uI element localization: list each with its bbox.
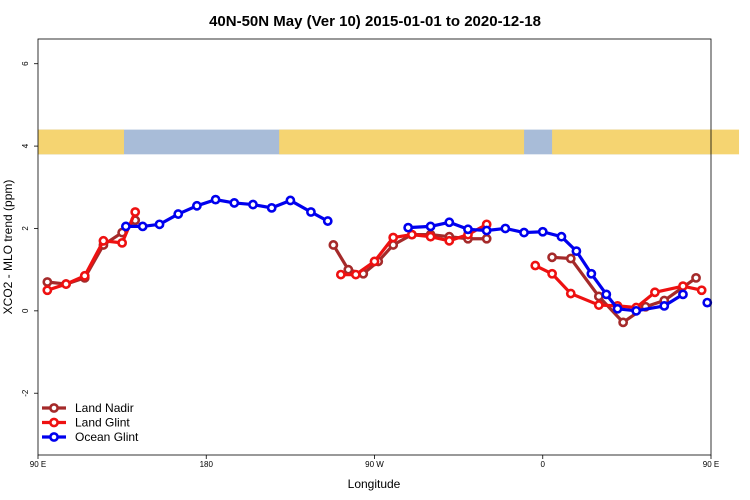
legend-marker (49, 417, 59, 428)
data-point (322, 216, 333, 226)
data-point (335, 269, 346, 280)
data-point (369, 256, 380, 267)
y-tick-label: 0 (21, 308, 30, 313)
data-point (659, 300, 670, 311)
map-strip (38, 129, 740, 155)
data-point (42, 285, 53, 296)
y-tick-label: 6 (21, 61, 30, 66)
legend-label: Land Glint (75, 416, 130, 430)
data-point (137, 221, 148, 232)
data-point (229, 198, 240, 208)
data-point (612, 303, 623, 314)
data-point (266, 202, 277, 213)
series-land-glint (42, 207, 707, 313)
x-tick-label: 90 E (703, 460, 719, 469)
legend-label: Ocean Glint (75, 430, 139, 444)
data-point (444, 235, 455, 246)
data-point (42, 277, 53, 287)
x-axis-label: Longitude (348, 477, 401, 491)
data-point (702, 297, 713, 308)
data-point (79, 270, 90, 281)
data-point (631, 305, 642, 316)
data-point (691, 272, 701, 283)
data-point (519, 227, 529, 238)
y-tick-label: 2 (21, 226, 30, 231)
data-point (425, 231, 436, 242)
data-point (530, 260, 541, 271)
data-point (117, 237, 128, 248)
data-point (210, 194, 221, 205)
data-point (571, 246, 582, 257)
x-tick-label: 90 E (30, 460, 46, 469)
y-tick-label: -2 (21, 389, 30, 397)
legend-marker (49, 403, 59, 413)
legend-marker (49, 432, 59, 442)
data-point (425, 221, 436, 232)
data-point (173, 209, 184, 219)
data-point (565, 288, 576, 299)
data-point (481, 233, 492, 244)
data-point (547, 268, 557, 279)
data-point (343, 264, 354, 275)
data-point (306, 207, 316, 217)
data-point (556, 231, 567, 242)
data-point (650, 287, 660, 298)
map-land (552, 129, 740, 155)
data-point (696, 285, 707, 296)
data-point (61, 279, 71, 289)
data-point (678, 281, 688, 292)
data-point (406, 229, 417, 240)
data-point (328, 240, 339, 250)
plot-frame (37, 38, 712, 456)
legend-label: Land Nadir (75, 401, 134, 415)
x-tick-label: 0 (541, 460, 546, 469)
data-point (120, 221, 131, 232)
data-point (248, 199, 258, 210)
data-point (593, 300, 604, 310)
data-point (285, 195, 296, 206)
series-lines (42, 194, 713, 328)
data-point (586, 268, 597, 279)
data-point (500, 223, 511, 234)
data-point (565, 253, 576, 264)
data-point (154, 219, 165, 230)
data-point (547, 252, 557, 263)
data-point (537, 226, 548, 237)
series-land-nadir (42, 215, 701, 328)
data-point (350, 269, 361, 280)
chart-title: 40N-50N May (Ver 10) 2015-01-01 to 2020-… (209, 13, 541, 30)
map-land (38, 129, 124, 155)
data-point (98, 235, 109, 246)
data-point (481, 225, 492, 236)
data-point (444, 217, 455, 228)
data-point (388, 232, 399, 243)
data-point (192, 200, 202, 211)
data-point (463, 224, 473, 235)
x-tick-label: 90 W (365, 460, 384, 469)
series-line (408, 220, 684, 313)
y-axis-label: XCO2 - MLO trend (ppm) (1, 180, 15, 315)
x-tick-label: 180 (200, 460, 214, 469)
y-tick-label: 4 (21, 143, 30, 148)
data-point (593, 291, 604, 302)
series-ocean-glint (120, 194, 713, 316)
data-point (403, 222, 414, 233)
map-land (279, 129, 525, 155)
data-point (601, 289, 612, 300)
data-point (618, 317, 629, 328)
data-point (130, 207, 141, 217)
data-point (678, 289, 688, 300)
